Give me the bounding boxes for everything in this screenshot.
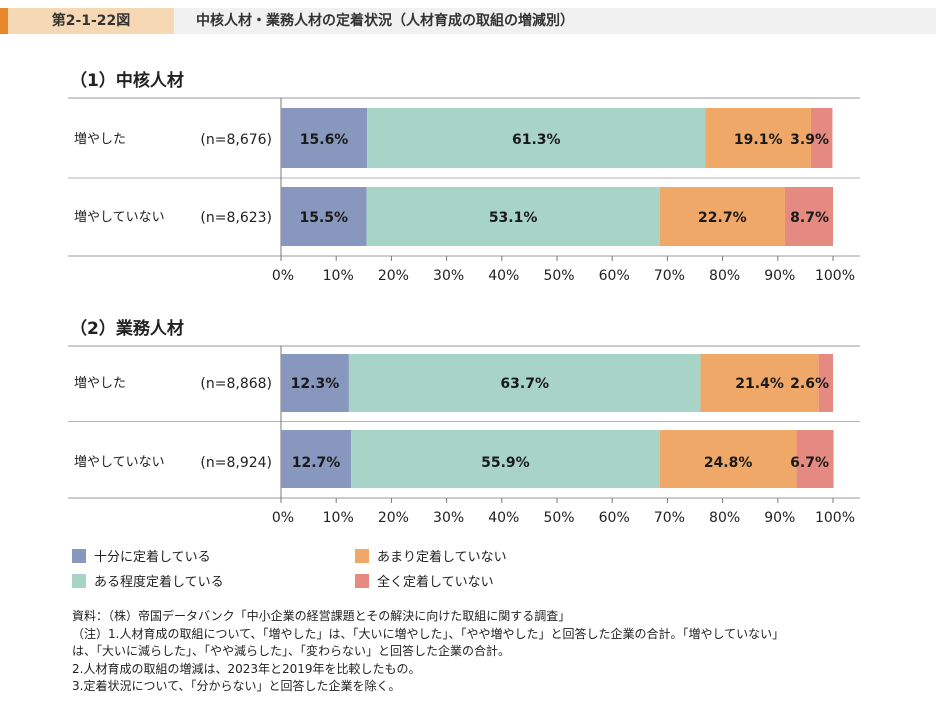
data-label-not-increased-not-at-all-retained: 6.7%	[790, 455, 829, 471]
x-tick-label: 80%	[709, 268, 740, 284]
data-label-increased-somewhat-retained: 61.3%	[512, 132, 561, 148]
figure-header: 第2-1-22図 中核人材・業務人材の定着状況（人材育成の取組の増減別）	[0, 0, 936, 40]
data-label-not-increased-fully-retained: 15.5%	[299, 210, 348, 226]
x-tick-label: 100%	[815, 268, 855, 284]
data-label-increased-fully-retained: 12.3%	[291, 376, 340, 392]
note-3: 3.定着状況について、「分からない」と回答した企業を除く。	[72, 679, 401, 693]
x-tick-label: 20%	[378, 268, 409, 284]
x-tick-label: 30%	[433, 510, 464, 526]
x-tick-label: 100%	[815, 510, 855, 526]
bar-segment-not-increased-fully-retained	[281, 187, 367, 246]
x-tick-label: 60%	[599, 510, 630, 526]
bar-segment-increased-fully-retained	[281, 108, 368, 168]
data-label-increased-not-much-retained: 21.4%	[735, 376, 784, 392]
data-label-not-increased-not-much-retained: 24.8%	[704, 455, 753, 471]
bar-segment-not-increased-not-at-all-retained	[784, 187, 833, 246]
note-2: 2.人材育成の取組の増減は、2023年と2019年を比較したもの。	[72, 661, 421, 676]
bar-segment-increased-somewhat-retained	[348, 354, 701, 412]
x-tick-label: 70%	[654, 268, 685, 284]
legend-swatch-icon	[72, 549, 86, 563]
x-tick-label: 50%	[543, 268, 574, 284]
header-accent-bar	[0, 8, 8, 34]
stacked-bar-chart: 増やした (n=8,676) 15.6% 61.3% 19.1% 3.9% 増やしていない (…	[68, 97, 860, 526]
legend-item-not-much-retained: あまり定着していない	[355, 546, 507, 565]
bar-segment-increased-not-much-retained	[700, 354, 819, 412]
sample-size-increased: (n=8,868)	[200, 376, 272, 392]
data-label-increased-fully-retained: 15.6%	[300, 132, 349, 148]
note-1b: は、「大いに減らした」、「やや減らした」、「変わらない」と回答した企業の合計。	[72, 644, 511, 658]
data-label-increased-not-at-all-retained: 2.6%	[790, 376, 829, 392]
category-label-increased: 増やした	[74, 376, 126, 391]
data-label-not-increased-somewhat-retained: 55.9%	[481, 455, 530, 471]
data-label-not-increased-not-much-retained: 22.7%	[698, 210, 747, 226]
data-label-not-increased-not-at-all-retained: 8.7%	[790, 210, 829, 226]
x-tick-label: 60%	[599, 268, 630, 284]
section-title-core: （1）中核人材	[70, 71, 184, 91]
legend-item-somewhat-retained: ある程度定着している	[72, 571, 224, 590]
legend-item-fully-retained: 十分に定着している	[72, 546, 211, 565]
x-tick-label: 0%	[272, 510, 294, 526]
bar-segment-increased-fully-retained	[281, 354, 349, 412]
data-label-increased-not-much-retained: 19.1%	[734, 132, 783, 148]
notes: 資料：（株）帝国データバンク「中小企業の経営課題とその解決に向けた取組に関する調…	[72, 608, 784, 696]
bar-segment-increased-not-at-all-retained	[810, 108, 833, 168]
figure-number: 第2-1-22図	[8, 8, 174, 34]
x-tick-label: 50%	[543, 510, 574, 526]
bar-segment-not-increased-not-much-retained	[659, 187, 785, 246]
legend-item-not-at-all-retained: 全く定着していない	[355, 571, 494, 590]
sample-size-not-increased: (n=8,924)	[200, 455, 272, 471]
x-tick-label: 0%	[272, 268, 294, 284]
x-tick-label: 40%	[488, 510, 519, 526]
sample-size-increased: (n=8,676)	[200, 132, 272, 148]
x-tick-label: 20%	[378, 510, 409, 526]
sample-size-not-increased: (n=8,623)	[200, 210, 272, 226]
legend-swatch-icon	[72, 574, 86, 588]
x-tick-label: 10%	[323, 268, 354, 284]
bar-segment-not-increased-somewhat-retained	[366, 187, 660, 246]
x-tick-label: 40%	[488, 268, 519, 284]
x-tick-label: 90%	[764, 268, 795, 284]
section-title-business: （2）業務人材	[70, 319, 184, 339]
bar-segment-not-increased-not-much-retained	[659, 430, 797, 488]
x-tick-label: 90%	[764, 510, 795, 526]
data-label-not-increased-somewhat-retained: 53.1%	[489, 210, 538, 226]
source-note: 資料：（株）帝国データバンク「中小企業の経営課題とその解決に向けた取組に関する調…	[72, 609, 571, 623]
legend-swatch-icon	[355, 549, 369, 563]
data-label-increased-somewhat-retained: 63.7%	[500, 376, 549, 392]
category-label-not-increased: 増やしていない	[74, 210, 165, 225]
x-tick-label: 80%	[709, 510, 740, 526]
x-tick-label: 70%	[654, 510, 685, 526]
note-1a: （注）1.人材育成の取組について、「増やした」は、「大いに増やした」、「やや増や…	[72, 626, 785, 641]
bar-segment-increased-not-much-retained	[705, 108, 811, 168]
category-label-increased: 増やした	[74, 132, 126, 147]
figure-title: 中核人材・業務人材の定着状況（人材育成の取組の増減別）	[174, 8, 936, 34]
x-tick-label: 10%	[323, 510, 354, 526]
data-label-increased-not-at-all-retained: 3.9%	[790, 132, 829, 148]
category-label-not-increased: 増やしていない	[74, 455, 165, 470]
legend-swatch-icon	[355, 574, 369, 588]
bar-segment-not-increased-somewhat-retained	[351, 430, 660, 488]
x-tick-label: 30%	[433, 268, 464, 284]
bar-segment-not-increased-fully-retained	[281, 430, 352, 488]
data-label-not-increased-fully-retained: 12.7%	[292, 455, 341, 471]
bar-segment-increased-somewhat-retained	[367, 108, 706, 168]
bar-segment-increased-not-at-all-retained	[818, 354, 833, 412]
bar-segment-not-increased-not-at-all-retained	[796, 430, 834, 488]
